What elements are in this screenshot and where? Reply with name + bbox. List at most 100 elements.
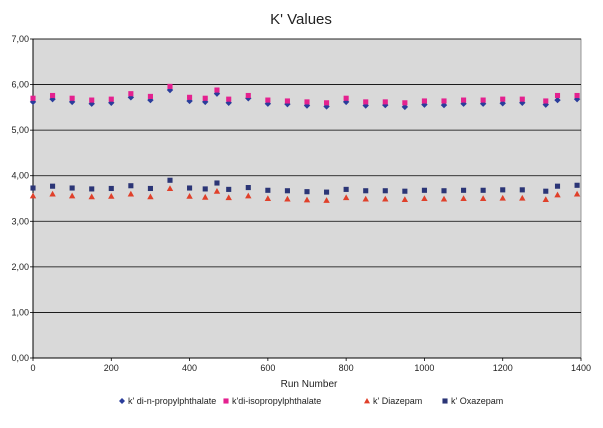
legend-marker — [364, 398, 370, 404]
data-point — [363, 188, 369, 194]
x-tick-label: 0 — [30, 363, 35, 373]
data-point — [342, 194, 350, 201]
legend-label: k'di-isopropylphthalate — [232, 396, 321, 406]
data-point — [343, 95, 349, 101]
x-tick-label: 1200 — [493, 363, 513, 373]
data-point — [49, 190, 56, 197]
data-point — [29, 192, 37, 199]
data-point — [108, 185, 114, 192]
data-point — [324, 189, 330, 195]
data-point — [519, 99, 526, 106]
data-point — [402, 100, 408, 106]
x-tick-label: 400 — [182, 363, 197, 373]
data-point — [574, 182, 580, 188]
legend-marker — [223, 398, 229, 404]
y-axis-ticks: 0,00 1,00 2,00 3,00 4,00 5,00 6,00 7,00 — [11, 34, 33, 363]
series-4 — [30, 177, 580, 195]
axes — [32, 39, 581, 359]
data-point — [167, 177, 173, 183]
legend-marker — [442, 398, 448, 404]
data-point — [108, 193, 115, 199]
data-point — [554, 92, 561, 99]
y-tick-label: 6,00 — [11, 80, 29, 90]
data-point — [460, 195, 467, 202]
x-tick-label: 1000 — [414, 363, 434, 373]
data-point — [186, 193, 193, 199]
data-point — [50, 92, 56, 99]
legend-item: k' Oxazepam — [442, 396, 503, 406]
data-point — [214, 87, 220, 93]
legend-label: k' Diazepam — [373, 396, 422, 406]
data-point — [89, 186, 95, 192]
data-point — [304, 189, 310, 195]
data-point — [543, 98, 549, 104]
data-point — [500, 187, 506, 193]
data-point — [245, 92, 251, 99]
data-point — [147, 93, 153, 99]
data-point — [519, 187, 525, 193]
data-point — [402, 188, 408, 194]
data-point — [574, 92, 580, 99]
data-point — [147, 193, 154, 200]
data-point — [323, 197, 330, 203]
data-point — [128, 183, 134, 189]
data-point — [166, 185, 174, 192]
x-tick-label: 200 — [104, 363, 119, 373]
data-point — [284, 188, 290, 194]
data-point — [166, 86, 174, 94]
data-point — [284, 195, 291, 202]
legend-item: k' Diazepam — [364, 396, 422, 406]
data-point — [519, 194, 526, 201]
data-point — [303, 196, 311, 203]
y-tick-label: 3,00 — [11, 216, 29, 226]
y-tick-label: 0,00 — [11, 353, 29, 363]
legend-label: k' Oxazepam — [451, 396, 503, 406]
legend-marker — [119, 398, 125, 404]
legend: k' di-n-propylphthalate k'di-isopropylpht… — [119, 396, 503, 406]
data-point — [264, 195, 272, 202]
data-point — [363, 99, 369, 105]
data-point — [265, 187, 271, 193]
data-point — [421, 98, 427, 104]
x-axis-title: Run Number — [281, 379, 338, 390]
data-point — [440, 101, 448, 109]
data-point — [89, 97, 95, 103]
data-point — [147, 185, 153, 192]
data-point — [225, 194, 232, 201]
data-point — [441, 188, 447, 194]
data-point — [284, 98, 290, 104]
data-point — [479, 195, 487, 202]
series-3 — [29, 185, 581, 203]
data-point — [187, 94, 193, 100]
data-point — [461, 187, 467, 193]
y-tick-label: 2,00 — [11, 262, 29, 272]
data-point — [69, 185, 75, 191]
data-point — [461, 97, 467, 103]
data-point — [303, 102, 311, 109]
x-tick-label: 1400 — [571, 363, 591, 373]
data-point — [362, 195, 369, 202]
data-point — [128, 91, 134, 97]
data-point — [127, 190, 135, 197]
data-point — [519, 96, 525, 102]
y-tick-label: 1,00 — [11, 307, 29, 317]
data-point — [421, 195, 428, 202]
data-point — [265, 97, 271, 103]
data-point — [30, 185, 36, 191]
series-2 — [30, 83, 580, 106]
x-tick-label: 600 — [260, 363, 275, 373]
data-point — [69, 95, 75, 101]
data-point — [441, 98, 447, 104]
data-point — [401, 196, 409, 202]
data-point — [500, 96, 506, 102]
y-tick-label: 4,00 — [11, 171, 29, 181]
x-axis-ticks: 0 200 400 600 800 1000 1200 1400 — [30, 358, 591, 373]
data-point — [88, 193, 95, 200]
data-point — [187, 185, 193, 191]
data-point — [554, 191, 561, 198]
data-point — [499, 194, 506, 201]
data-point — [343, 186, 349, 192]
data-point — [554, 96, 561, 104]
data-point — [304, 99, 310, 105]
